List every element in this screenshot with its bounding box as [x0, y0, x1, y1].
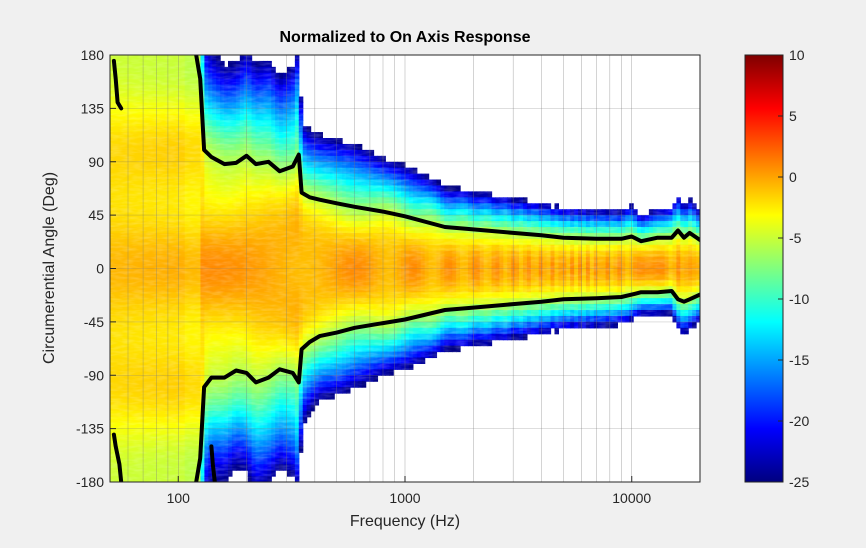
y-axis-label: Circumerential Angle (Deg)	[41, 172, 58, 364]
y-axis-ticks: 180 135 90 45 0 -45 -90 -135 -180	[76, 47, 116, 490]
contour-upper-line	[194, 55, 700, 244]
y-tick-label: 135	[81, 100, 105, 116]
contour-lines	[111, 55, 700, 482]
colorbar-tick-label: -10	[789, 291, 809, 307]
contour-edge-line-2	[209, 444, 217, 482]
x-axis-label: Frequency (Hz)	[350, 513, 460, 530]
y-tick-label: 45	[88, 207, 104, 223]
x-tick-label: 10000	[612, 490, 651, 506]
x-tick-label: 1000	[389, 490, 420, 506]
y-tick-label: -180	[76, 474, 104, 490]
x-axis-ticks: 100 1000 10000	[167, 476, 651, 506]
y-tick-label: -45	[84, 314, 104, 330]
y-tick-label: 90	[88, 154, 104, 170]
colorbar-tick-label: -20	[789, 413, 809, 429]
x-tick-label: 100	[167, 490, 191, 506]
y-tick-label: -90	[84, 367, 104, 383]
colorbar-tick-label: -15	[789, 352, 809, 368]
colorbar-tick-label: -25	[789, 474, 809, 490]
contour-lower-line	[194, 289, 700, 482]
contour-edge-line-1	[111, 432, 124, 482]
y-tick-label: 180	[81, 47, 105, 63]
colorbar-ticks: 10 5 0 -5 -10 -15 -20 -25	[778, 47, 809, 490]
y-tick-label: -135	[76, 421, 104, 437]
contour-edge-line-0	[111, 58, 124, 111]
colorbar-tick-label: -5	[789, 230, 802, 246]
colorbar	[744, 54, 784, 483]
chart-title: Normalized to On Axis Response	[279, 29, 530, 46]
colorbar-tick-label: 0	[789, 169, 797, 185]
colorbar-tick-label: 5	[789, 108, 797, 124]
colorbar-tick-label: 10	[789, 47, 805, 63]
y-tick-label: 0	[96, 261, 104, 277]
